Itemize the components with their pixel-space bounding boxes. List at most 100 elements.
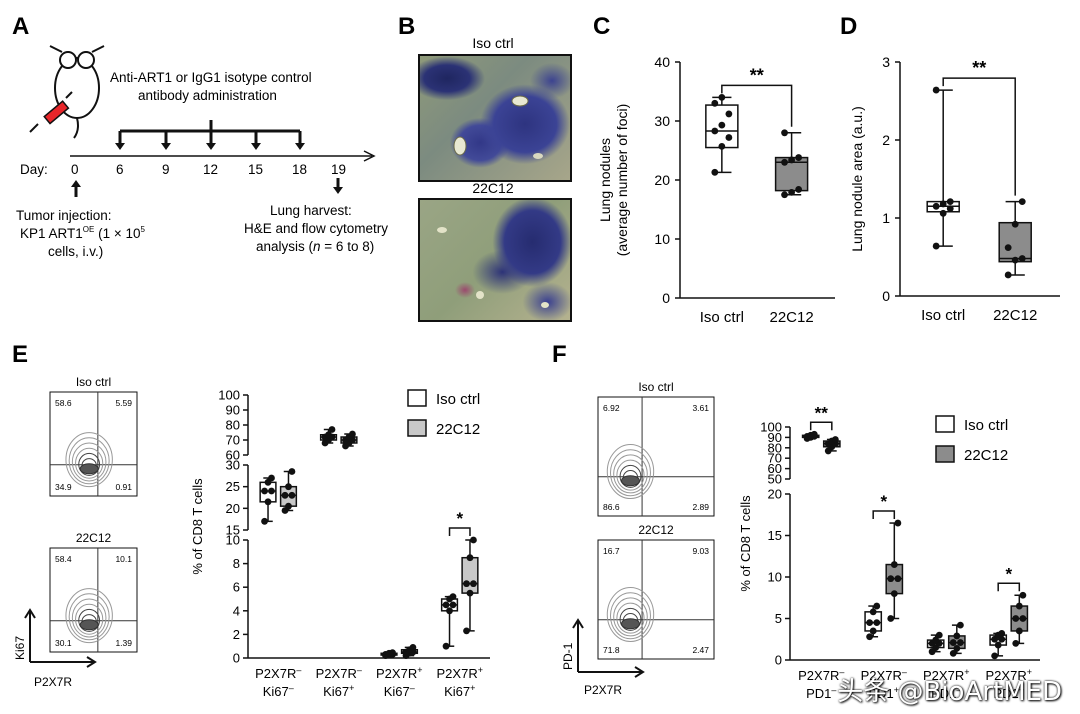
chart-e-cat0-treat-point-4 <box>285 483 292 491</box>
chart-f-category-3-l1: P2X7R <box>986 668 1027 683</box>
chart-e-ytick-label-2: 2 <box>233 627 240 642</box>
flow-f-bottom-q-ur: 9.03 <box>692 546 709 556</box>
chart-f-cat1-iso-point-0 <box>866 633 874 641</box>
chart-e-category-0-s1: – <box>296 665 301 675</box>
tumor-injection-line1: Tumor injection: <box>16 208 112 223</box>
chart-f-ytick-label-60: 60 <box>768 461 782 476</box>
flow-e-top-q-ll: 34.9 <box>55 482 72 492</box>
legend-e-treat-swatch <box>407 419 427 437</box>
chart-f-cat1-iso-point-4 <box>869 608 877 616</box>
chart-f-cat1-iso-point-1 <box>869 627 877 635</box>
chart-f-category-1-line1: P2X7R– <box>861 667 907 683</box>
flow-e-top-contour-core <box>79 463 99 475</box>
chart-e-ytick-label-10: 10 <box>226 533 240 548</box>
chart-f-sig-bracket-2 <box>997 582 1021 592</box>
chart-c-box-0-point-3 <box>711 127 719 135</box>
chart-e-category-3-l2: Ki67 <box>444 684 470 699</box>
he-label-22c12: 22C12 <box>472 180 513 196</box>
flow-e-bottom-contour-5 <box>68 593 110 641</box>
chart-e-category-3-l1: P2X7R <box>437 666 478 681</box>
flow-e-x-arrow <box>30 656 97 668</box>
flow-e-bottom-contour-6 <box>65 588 113 644</box>
day-15: 15 <box>248 162 263 177</box>
panel-letter-c: C <box>593 13 610 40</box>
chart-e-cat3-iso-point-1 <box>446 607 453 615</box>
chart-f-category-2-s1: + <box>964 667 969 677</box>
chart-f-category-3-s1: + <box>1027 667 1032 677</box>
chart-f-sig-label-1: * <box>880 492 887 511</box>
day-18: 18 <box>292 162 307 177</box>
chart-e-category-0-l2: Ki67 <box>263 684 289 699</box>
flow-f-bottom-label: 22C12 <box>638 523 674 537</box>
flow-e-bottom-contour-4 <box>71 598 107 638</box>
chart-f-category-0-l2: PD1 <box>806 686 831 701</box>
chart-c-box-0-point-6 <box>711 99 719 107</box>
chart-f-cat3-iso-point-5 <box>998 630 1006 637</box>
chart-e-cat3-treat-box <box>461 556 479 594</box>
chart-f-cat2-treat-point-3 <box>949 639 957 646</box>
flow-e-bottom-contour-core <box>79 619 99 631</box>
chart-e-category-3-line1: P2X7R+ <box>437 665 483 681</box>
chart-f-cat0-iso-point-5 <box>810 430 818 438</box>
chart-c-box-1-point-4 <box>788 156 795 164</box>
flow-f-top-contour-core <box>620 475 640 487</box>
day-6: 6 <box>116 162 124 177</box>
chart-f-ytick-label-80: 80 <box>768 440 782 455</box>
chart-f-cat1-treat-point-1 <box>890 590 898 597</box>
chart-c-category-1: 22C12 <box>769 309 813 326</box>
event-arrows <box>71 178 343 197</box>
chart-e-ytick-label-15: 15 <box>226 523 240 538</box>
flow-f-bottom-q-ll: 71.8 <box>603 645 620 655</box>
chart-d-box-1-box <box>998 221 1032 263</box>
flow-f-top-contour-3 <box>616 459 645 491</box>
flow-plots-e: Iso ctrl 58.6 5.59 34.9 0.91 22C12 58.4 10.1 30.… <box>13 375 138 689</box>
panel-letter-d: D <box>840 13 857 40</box>
legend-e-treat-label: 22C12 <box>436 421 480 438</box>
chart-f-cat2-treat-point-2 <box>956 639 964 646</box>
chart-f-category-1-s2: + <box>894 685 899 695</box>
flow-f-x-arrow <box>578 666 645 678</box>
chart-e-sig-label-0: * <box>456 509 463 528</box>
treatment-text-line2: antibody administration <box>138 88 277 103</box>
chart-f-cat1-iso-point-2 <box>873 619 881 627</box>
flow-e-top-contour-6 <box>65 432 113 488</box>
chart-e-category-2-s2: – <box>410 683 415 693</box>
chart-e-cat3-treat-point-5 <box>470 536 477 544</box>
chart-d-box-0-point-0 <box>932 242 940 250</box>
chart-f-cat1-treat-point-3 <box>887 575 895 583</box>
legend-f-treat-label: 22C12 <box>964 447 1008 464</box>
chart-f-cat2-treat-point-0 <box>949 649 957 657</box>
chart-c-box-0-point-5 <box>725 110 733 118</box>
chart-f-category-2-line1: P2X7R+ <box>923 667 969 683</box>
chart-e-category-3-line2: Ki67+ <box>444 683 475 699</box>
chart-f-category-0-line2: PD1– <box>806 685 836 701</box>
chart-f-cat1-treat-point-4 <box>890 561 898 568</box>
chart-d-box-1-point-2 <box>1018 255 1026 262</box>
chart-e-ytick-label-20: 20 <box>226 501 240 516</box>
chart-e-ylabel: % of CD8 T cells <box>190 478 205 575</box>
chart-e-cat0-iso-point-3 <box>261 487 268 495</box>
chart-e-category-0-line2: Ki67– <box>263 683 294 699</box>
flow-f-ylabel: PD-1 <box>561 642 575 670</box>
flow-e-bottom-contour-2 <box>78 608 101 632</box>
chart-e-category-3-s2: + <box>470 683 475 693</box>
flow-f-top-contour-2 <box>619 464 642 488</box>
flow-e-top-contour-2 <box>78 452 101 476</box>
chart-f-category-1-l1: P2X7R <box>861 668 902 683</box>
chart-e-cat0-iso-point-1 <box>264 498 272 506</box>
chart-e-cat0-iso-point-5 <box>268 474 275 482</box>
flow-f-bottom-contour-5 <box>609 592 651 640</box>
chart-d-box-0-point-2 <box>946 205 954 213</box>
chart-e-ytick-label-8: 8 <box>233 556 240 571</box>
flow-e-top-label: Iso ctrl <box>76 375 111 389</box>
legend-e: Iso ctrl 22C12 <box>407 389 480 438</box>
chart-f-category-1-l2: PD1 <box>868 686 893 701</box>
flow-f-top-contour-6 <box>606 444 655 500</box>
dosing-arrowheads <box>115 143 305 150</box>
flow-e-top-contour-4 <box>71 442 107 482</box>
day-0: 0 <box>71 162 79 177</box>
chart-e-cat3-treat-point-2 <box>470 580 477 588</box>
chart-d-ylabel: Lung nodule area (a.u.) <box>849 106 865 252</box>
chart-f-ytick-label-70: 70 <box>768 451 782 466</box>
flow-e-top-contour-3 <box>75 447 104 479</box>
